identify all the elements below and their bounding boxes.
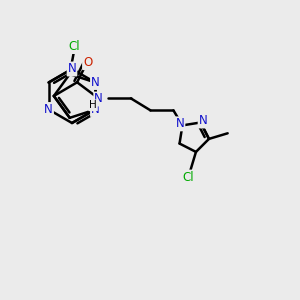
Text: Cl: Cl (182, 171, 194, 184)
Text: H: H (89, 100, 97, 110)
Text: N: N (176, 117, 184, 130)
Text: O: O (83, 56, 92, 69)
Text: N: N (68, 62, 76, 76)
Text: N: N (91, 103, 100, 116)
Text: N: N (199, 115, 207, 128)
Text: N: N (91, 76, 100, 89)
Text: N: N (94, 92, 103, 106)
Text: Cl: Cl (68, 40, 80, 53)
Text: N: N (44, 103, 53, 116)
